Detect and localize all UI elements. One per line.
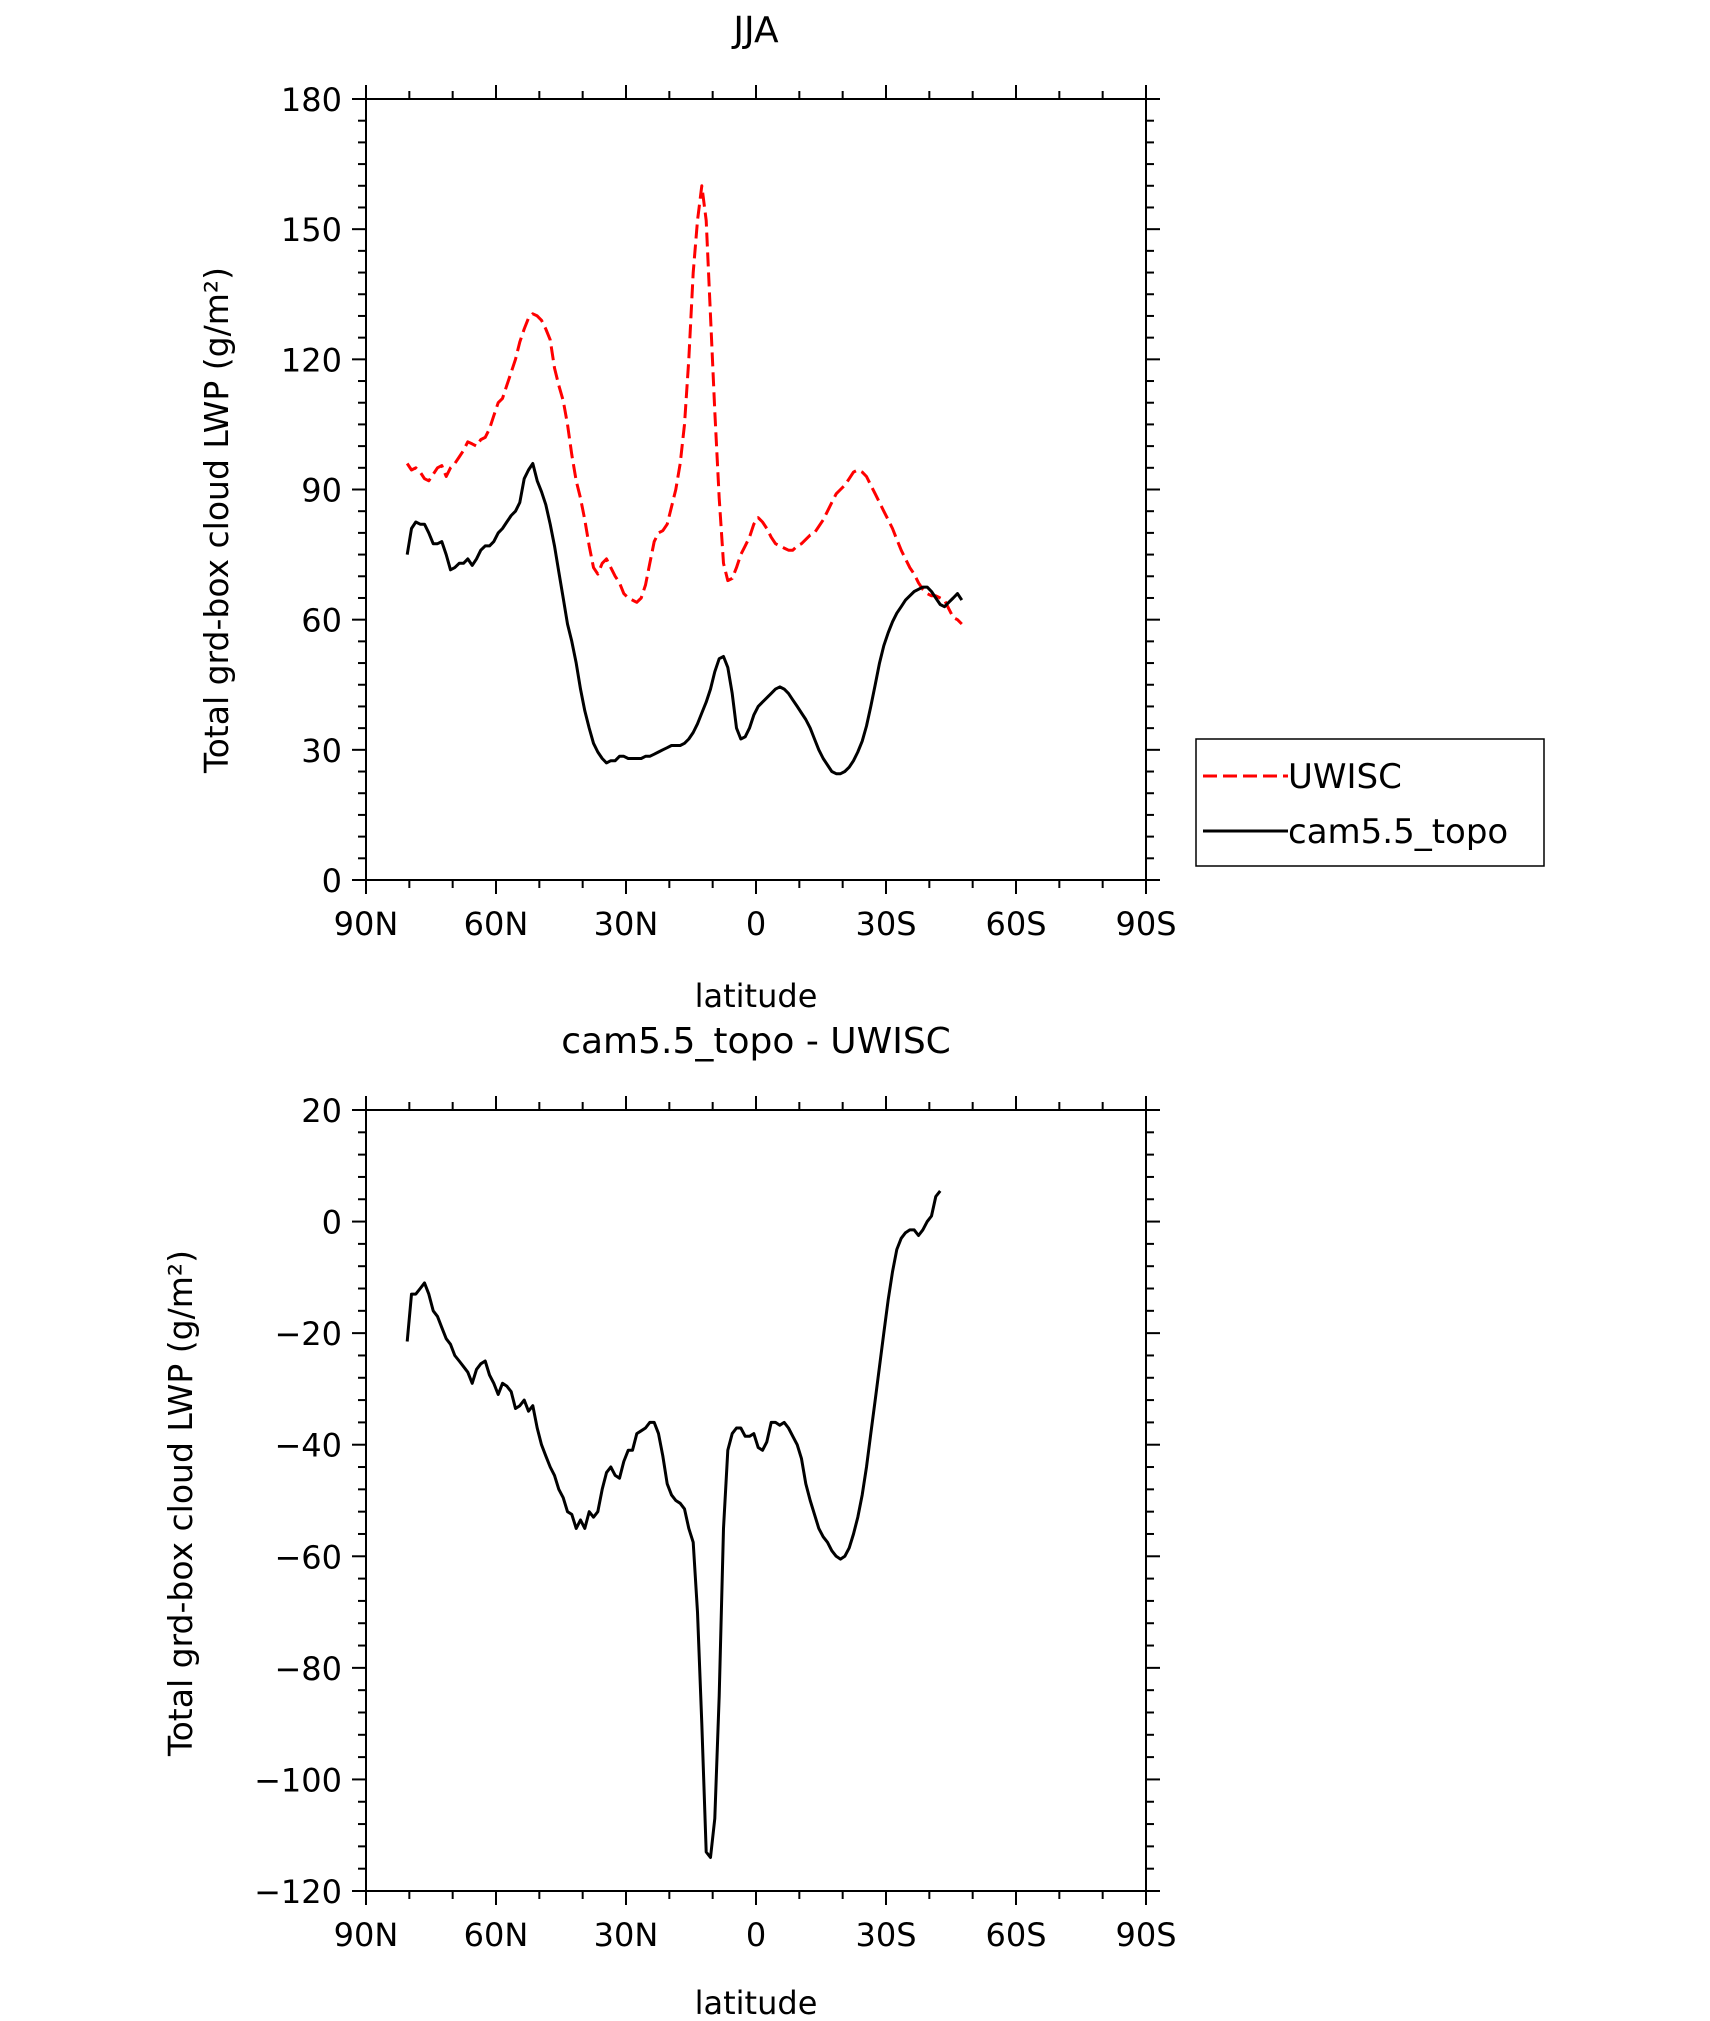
y-tick-label: −100 bbox=[254, 1761, 342, 1799]
uwisc-series-line bbox=[405, 184, 963, 626]
bottom-series-lines bbox=[405, 1189, 942, 1859]
x-tick-label: 60N bbox=[464, 1916, 529, 1954]
y-tick-label: 60 bbox=[301, 602, 342, 640]
y-tick-label: −40 bbox=[274, 1427, 342, 1465]
x-tick-label: 30S bbox=[855, 1916, 916, 1954]
y-tick-label: −60 bbox=[274, 1538, 342, 1576]
x-tick-label: 90N bbox=[334, 905, 399, 943]
x-tick-label: 0 bbox=[746, 905, 766, 943]
bottom-axis-ticks: 90N 60N 30N 0 30S 60S 90S −120 −100 −80 −60 −40 −20 0… bbox=[254, 1092, 1176, 1954]
y-tick-label: −120 bbox=[254, 1873, 342, 1911]
x-tick-label: 60S bbox=[985, 1916, 1046, 1954]
legend-cam-label: cam5.5_topo bbox=[1288, 812, 1508, 852]
bottom-plot-frame bbox=[365, 1109, 1147, 1892]
bottom-y-axis-label: Total grd-box cloud LWP (g/m²) bbox=[161, 1250, 200, 1757]
x-tick-label: 30N bbox=[594, 1916, 659, 1954]
y-tick-label: 120 bbox=[281, 341, 342, 379]
y-tick-label: 180 bbox=[281, 81, 342, 119]
legend: UWISC cam5.5_topo bbox=[1195, 738, 1545, 867]
cam5-5-topo-series-line bbox=[405, 462, 964, 776]
legend-box bbox=[1195, 738, 1545, 867]
y-tick-label: 150 bbox=[281, 211, 342, 249]
x-tick-label: 60S bbox=[985, 905, 1046, 943]
top-panel: JJA 90N 60N 30N 0 30S 60S 90S0306090120150180 … bbox=[197, 10, 1545, 1015]
legend-uwisc-label: UWISC bbox=[1288, 757, 1402, 797]
top-plot-frame bbox=[365, 98, 1147, 881]
top-x-axis-label: latitude bbox=[695, 977, 818, 1015]
y-tick-label: 0 bbox=[322, 862, 342, 900]
top-axis-ticks: 90N 60N 30N 0 30S 60S 90S 0 30 60 90 120 150 180 bbox=[281, 81, 1177, 943]
x-tick-label: 30S bbox=[855, 905, 916, 943]
bottom-x-axis-label: latitude bbox=[695, 1984, 818, 2021]
x-tick-label: 0 bbox=[746, 1916, 766, 1954]
x-tick-label: 90S bbox=[1115, 1916, 1176, 1954]
y-tick-label: −20 bbox=[274, 1315, 342, 1353]
y-tick-label: −80 bbox=[274, 1650, 342, 1688]
y-tick-label: 90 bbox=[301, 472, 342, 510]
top-y-axis-label: Total grd-box cloud LWP (g/m²) bbox=[197, 267, 236, 774]
x-tick-label: 30N bbox=[594, 905, 659, 943]
y-tick-label: 0 bbox=[322, 1204, 342, 1242]
x-tick-label: 90N bbox=[334, 1916, 399, 1954]
top-series-lines bbox=[405, 184, 964, 776]
bottom-chart-title: cam5.5_topo - UWISC bbox=[561, 1021, 951, 1062]
y-tick-label: 30 bbox=[301, 732, 342, 770]
y-tick-label: 20 bbox=[301, 1092, 342, 1130]
x-tick-label: 60N bbox=[464, 905, 529, 943]
difference-series-line bbox=[405, 1189, 942, 1859]
top-chart-title: JJA bbox=[731, 10, 779, 51]
x-tick-label: 90S bbox=[1115, 905, 1176, 943]
bottom-panel: cam5.5_topo - UWISC 90N 60N 30N 0 30S 60S 90S −… bbox=[161, 1021, 1177, 2021]
